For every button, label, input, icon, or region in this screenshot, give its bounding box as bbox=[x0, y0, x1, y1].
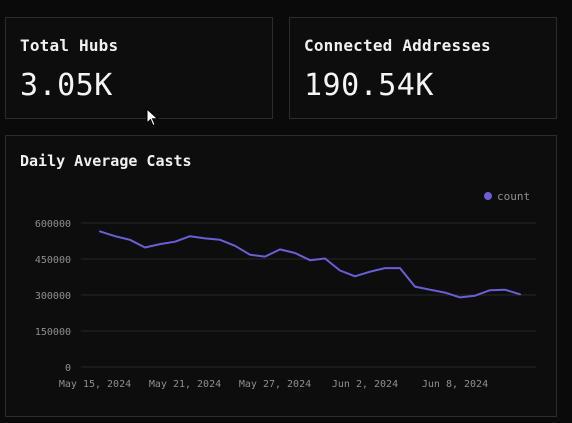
x-tick-label: May 15, 2024 bbox=[59, 379, 131, 390]
connected-addresses-card: Connected Addresses 190.54K bbox=[289, 17, 557, 119]
mouse-cursor-icon bbox=[146, 108, 159, 127]
chart-title: Daily Average Casts bbox=[20, 152, 192, 170]
daily-average-casts-chart: 0 150000 300000 450000 600000 May 15, 2024 May… bbox=[35, 190, 536, 390]
total-hubs-value: 3.05K bbox=[20, 68, 113, 103]
y-tick-label: 300000 bbox=[35, 291, 71, 302]
connected-addresses-label: Connected Addresses bbox=[304, 36, 491, 55]
series-line-count bbox=[99, 230, 521, 299]
x-tick-label: May 21, 2024 bbox=[149, 379, 221, 390]
y-tick-label: 450000 bbox=[35, 255, 71, 266]
daily-average-casts-card: Daily Average Casts 0 150000 300000 450000 6… bbox=[5, 135, 557, 417]
legend-label: count bbox=[497, 190, 530, 203]
y-tick-label: 600000 bbox=[35, 219, 71, 230]
x-tick-label: Jun 8, 2024 bbox=[422, 379, 488, 390]
total-hubs-card: Total Hubs 3.05K bbox=[5, 17, 273, 119]
x-tick-label: Jun 2, 2024 bbox=[332, 379, 398, 390]
y-tick-label: 150000 bbox=[35, 327, 71, 338]
x-tick-label: May 27, 2024 bbox=[239, 379, 311, 390]
legend-marker bbox=[484, 192, 492, 200]
y-tick-label: 0 bbox=[65, 363, 71, 374]
connected-addresses-value: 190.54K bbox=[304, 68, 434, 103]
total-hubs-label: Total Hubs bbox=[20, 36, 119, 55]
